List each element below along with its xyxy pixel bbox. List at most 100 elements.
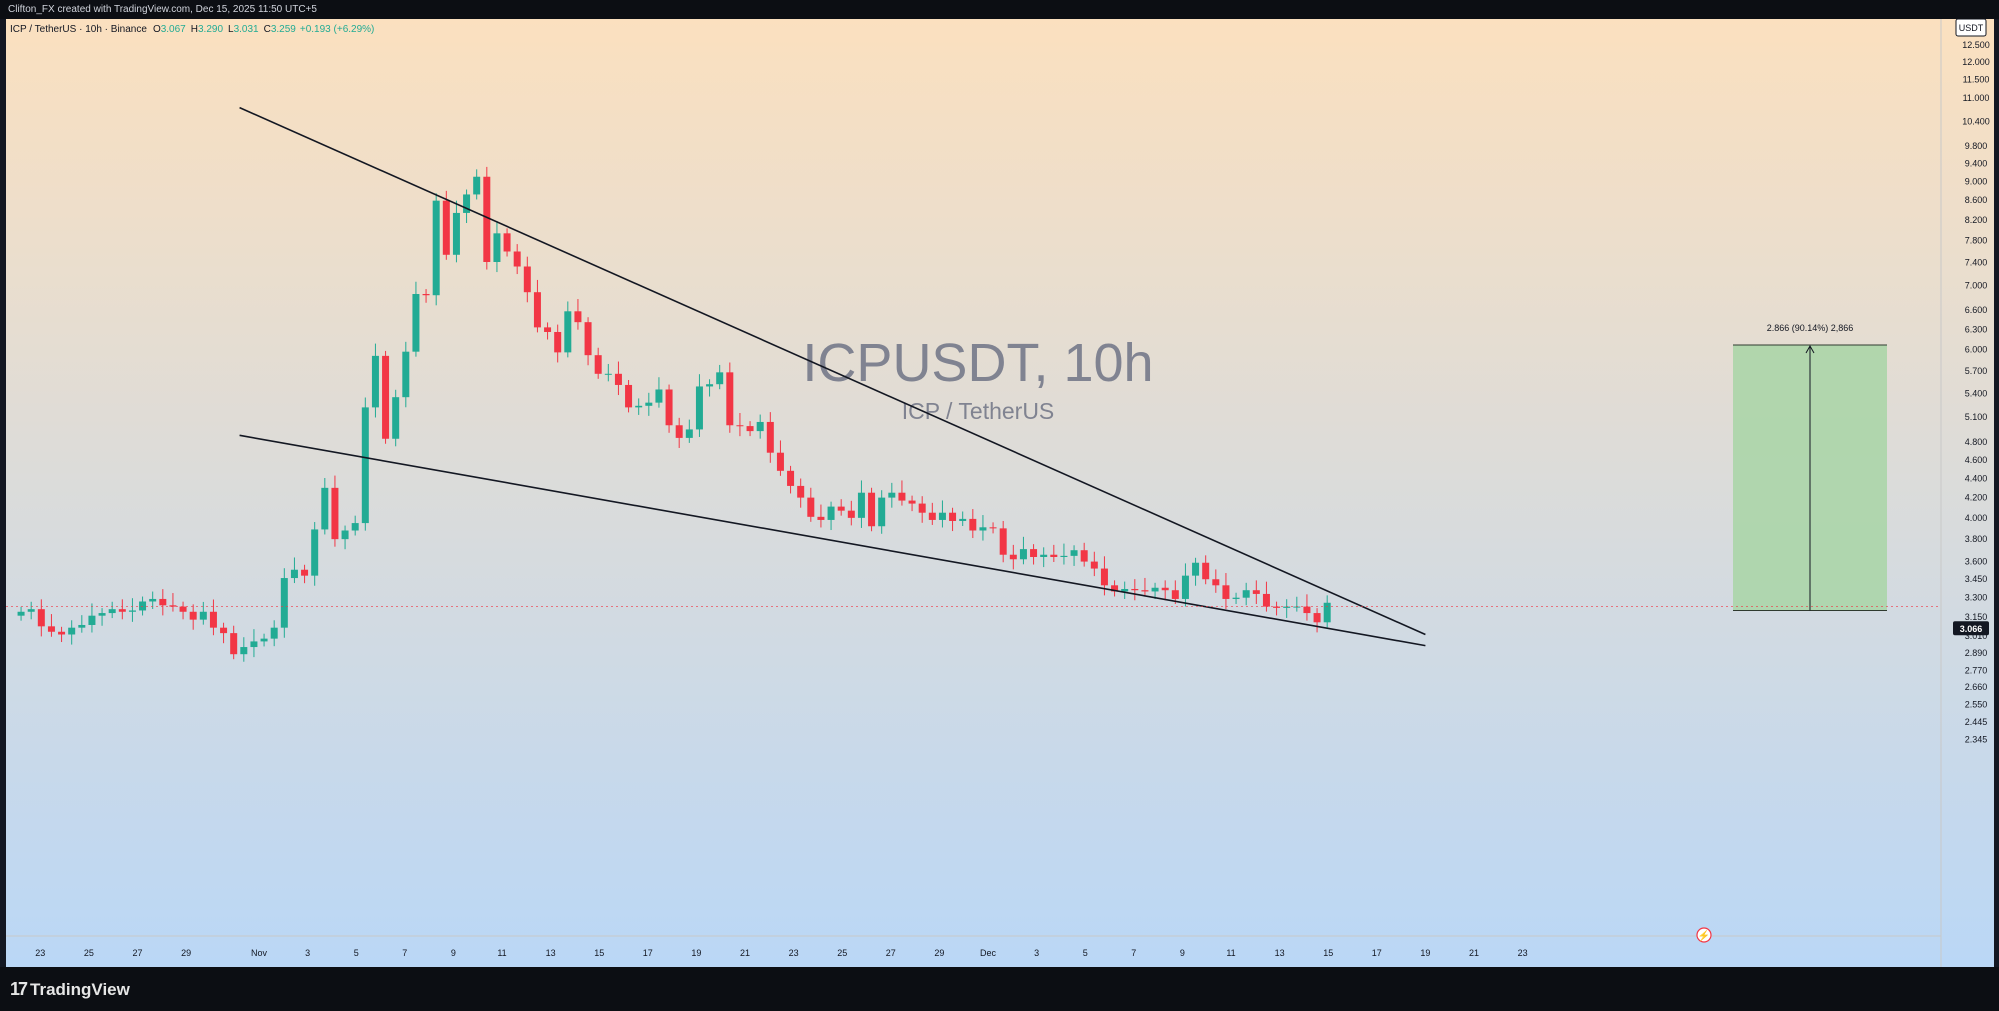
candle [1202, 555, 1210, 585]
candle [1040, 547, 1048, 568]
candle-body [432, 200, 440, 296]
candle-body [98, 613, 106, 616]
candle [422, 289, 430, 303]
brand-name: TradingView [30, 979, 130, 999]
candle-body [766, 421, 774, 453]
candle-body [311, 529, 319, 576]
measure-label: 2.866 (90.14%) 2,866 [1767, 323, 1854, 333]
candle [1161, 580, 1169, 601]
candle-body [857, 492, 865, 518]
price-tick-label: 2.890 [1965, 648, 1988, 658]
candle-body [1141, 590, 1149, 592]
tradingview-logo[interactable]: 17 TradingView [10, 979, 130, 1000]
candle [574, 299, 582, 330]
candle [959, 511, 967, 526]
candle [88, 603, 96, 633]
candle [776, 440, 784, 476]
candle [118, 599, 126, 620]
price-tick-label: 4.000 [1965, 513, 1988, 523]
candle-body [594, 355, 602, 374]
candle [695, 374, 703, 437]
time-tick-label: 3 [305, 948, 310, 958]
candle [878, 490, 886, 534]
trendline-upper[interactable] [239, 106, 1426, 636]
candle [98, 608, 106, 626]
price-range-measure[interactable]: 2.866 (90.14%) 2,866 [1733, 323, 1887, 611]
time-tick-label: 19 [691, 948, 701, 958]
candle [179, 601, 187, 620]
candle-body [250, 641, 258, 648]
watermark-name: ICP / TetherUS [902, 398, 1055, 424]
time-tick-label: 17 [1372, 948, 1382, 958]
candle-body [1151, 587, 1159, 592]
candle-body [402, 351, 410, 398]
candle [928, 502, 936, 525]
attribution-bar: Clifton_FX created with TradingView.com,… [0, 0, 1999, 19]
candle-body [17, 611, 25, 616]
price-tag[interactable]: 3.066 [1953, 621, 1989, 636]
price-tick-label: 2.445 [1965, 717, 1988, 727]
price-tick-label: 11.500 [1963, 75, 1990, 85]
candle-body [1121, 588, 1129, 592]
candle-body [776, 452, 784, 471]
candle [675, 417, 683, 448]
candle-body [817, 516, 825, 520]
candle [199, 601, 207, 625]
candle-body [1202, 562, 1210, 580]
candle [361, 397, 369, 531]
candle [159, 589, 167, 616]
candle [1009, 544, 1017, 570]
candle-body [544, 327, 552, 332]
price-tick-label: 11.000 [1963, 93, 1990, 103]
price-tick-label: 12.000 [1962, 57, 1990, 67]
candle-body [412, 294, 420, 352]
time-axis[interactable]: 23 25 27 29 Nov 3 5 7 9 11 13 15 17 19 21 23 25 27 29 Dec 3 5… [35, 948, 1527, 958]
candle-body [1030, 549, 1038, 557]
time-tick-label: 21 [740, 948, 750, 958]
price-tick-label: 4.200 [1965, 493, 1988, 503]
candle [736, 412, 744, 437]
wedge-trendlines[interactable] [239, 106, 1426, 647]
candle-body [604, 373, 612, 375]
candle [1252, 580, 1260, 605]
trendline-lower[interactable] [239, 434, 1426, 647]
candle-body [240, 647, 248, 655]
candle [797, 478, 805, 508]
candle-body [1252, 590, 1260, 594]
currency-badge[interactable]: USDT [1955, 19, 1987, 37]
price-tick-label: 7.400 [1965, 258, 1988, 268]
candle-body [706, 384, 714, 387]
price-tick-label: 2.345 [1965, 734, 1988, 744]
alert-icon[interactable]: ⚡ [1696, 927, 1712, 943]
time-tick-label: 9 [451, 948, 456, 958]
candle-body [665, 389, 673, 426]
price-axis[interactable]: 12.500 12.000 11.500 11.000 10.400 9.800 9.400… [6, 40, 1990, 744]
time-tick-label: 27 [132, 948, 142, 958]
candle-body [756, 421, 764, 432]
watermark-ticker: ICPUSDT, 10h [802, 333, 1153, 393]
legend-change: +0.193 (+6.29%) [300, 24, 375, 35]
candle [685, 419, 693, 443]
candle [1242, 582, 1250, 606]
price-chart[interactable]: ICP / TetherUS · 10h · Binance O3.067 H3.2… [6, 19, 1994, 967]
candle [868, 487, 876, 532]
candle-body [989, 527, 997, 529]
price-tick-label: 9.800 [1965, 141, 1988, 151]
price-tick-label: 6.300 [1965, 324, 1988, 334]
candle [412, 281, 420, 357]
candle [979, 515, 987, 541]
time-tick-label: 7 [402, 948, 407, 958]
candle-body [584, 322, 592, 356]
candle [473, 169, 481, 200]
candle [371, 343, 379, 418]
price-tick-label: 6.000 [1965, 345, 1988, 355]
candle-body [452, 212, 460, 255]
candle [392, 389, 400, 447]
candle [1192, 557, 1200, 586]
legend-open: 3.067 [161, 24, 186, 35]
svg-text:USDT: USDT [1959, 23, 1984, 33]
legend-high: 3.290 [198, 24, 223, 35]
candle-body [108, 609, 116, 614]
candle-body [1090, 561, 1098, 569]
time-tick-label: 3 [1034, 948, 1039, 958]
